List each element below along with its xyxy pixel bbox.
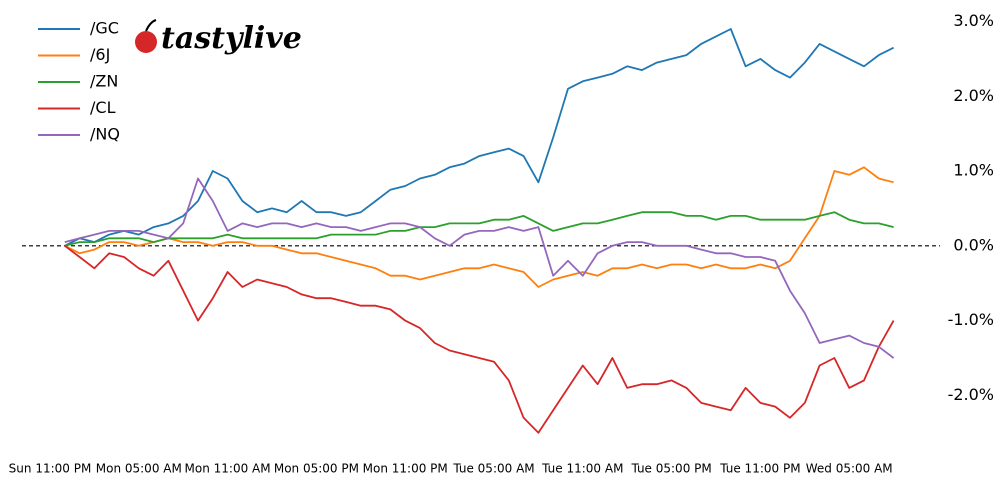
series-line: [64, 211, 894, 247]
logo-text: tastylive: [161, 21, 302, 56]
x-tick-label: Tue 05:00 PM: [630, 462, 711, 476]
y-tick-label: 3.0%: [953, 11, 994, 30]
series-line: [64, 28, 895, 247]
x-tick-label: Mon 05:00 AM: [96, 462, 182, 476]
series-line: [64, 245, 895, 434]
y-tick-label: 2.0%: [953, 86, 994, 105]
logo-cherry: [135, 31, 157, 53]
x-tick-label: Mon 11:00 AM: [185, 462, 271, 476]
logo-stem: [145, 19, 157, 32]
x-tick-label: Tue 11:00 AM: [541, 462, 623, 476]
x-tick-label: Wed 05:00 AM: [806, 462, 893, 476]
x-tick-label: Mon 11:00 PM: [363, 462, 448, 476]
y-tick-label: -1.0%: [948, 310, 994, 329]
legend-label: /6J: [90, 45, 110, 64]
y-tick-label: -2.0%: [948, 385, 994, 404]
logo: tastylive: [135, 19, 302, 56]
series-line: [64, 166, 894, 288]
legend-label: /CL: [90, 98, 116, 117]
x-tick-label: Tue 11:00 PM: [719, 462, 800, 476]
x-tick-label: Mon 05:00 PM: [274, 462, 359, 476]
legend-label: /ZN: [90, 72, 118, 91]
legend-label: /GC: [90, 19, 119, 38]
y-tick-label: 1.0%: [953, 161, 994, 180]
legend-label: /NQ: [90, 125, 120, 144]
x-tick-label: Sun 11:00 PM: [9, 462, 92, 476]
x-tick-label: Tue 05:00 AM: [452, 462, 534, 476]
y-tick-label: 0.0%: [953, 235, 994, 254]
series-line: [64, 177, 895, 359]
